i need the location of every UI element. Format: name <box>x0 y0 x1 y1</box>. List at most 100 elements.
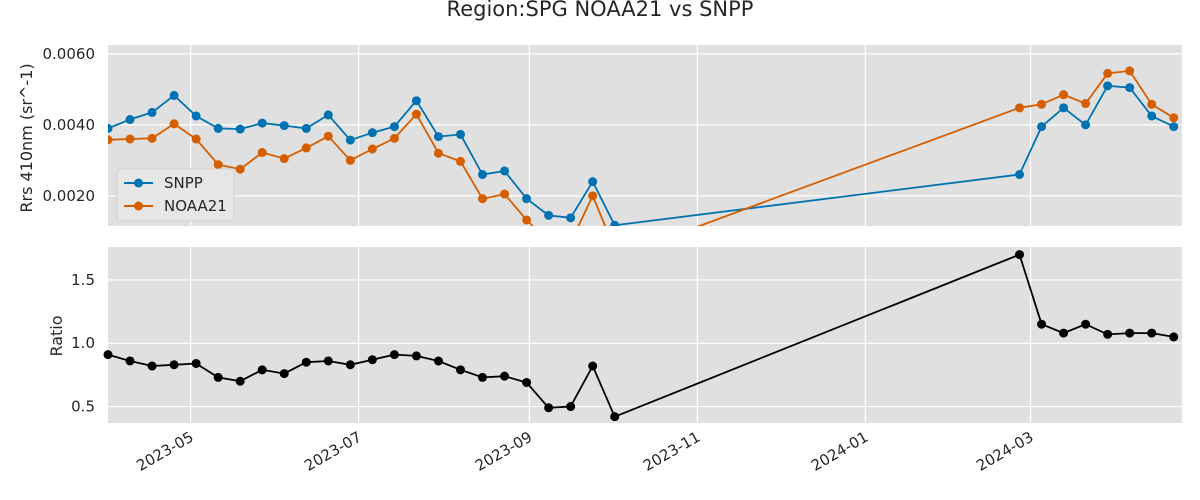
data-point-snpp <box>1169 122 1179 132</box>
x-tick-label: 2023-07 <box>301 428 364 475</box>
data-point-ratio <box>411 351 421 361</box>
data-point-noaa21 <box>1015 103 1025 113</box>
data-point-noaa21 <box>235 164 245 174</box>
data-point-snpp <box>257 118 267 128</box>
data-point-noaa21 <box>478 194 488 204</box>
data-point-snpp <box>588 177 598 187</box>
data-point-snpp <box>1125 83 1135 93</box>
data-point-noaa21 <box>1125 66 1135 76</box>
data-point-ratio <box>169 360 179 370</box>
data-point-snpp <box>455 129 465 139</box>
data-point-snpp <box>500 166 510 176</box>
data-point-ratio <box>257 365 267 375</box>
data-point-snpp <box>367 128 377 138</box>
x-tick-label: 2023-11 <box>640 428 703 475</box>
series-noaa21 <box>108 66 1179 246</box>
data-point-snpp <box>1037 122 1047 132</box>
data-point-ratio <box>1125 328 1135 338</box>
data-point-snpp <box>478 170 488 180</box>
data-point-noaa21 <box>1169 113 1179 123</box>
data-point-ratio <box>522 377 532 387</box>
data-point-ratio <box>191 358 201 368</box>
top-y-tick-label: 0.0040 <box>43 116 96 134</box>
x-tick-label: 2023-09 <box>472 428 535 475</box>
data-point-ratio <box>1037 319 1047 329</box>
data-point-snpp <box>1081 120 1091 130</box>
data-point-ratio <box>500 371 510 381</box>
legend-snpp-marker <box>134 178 143 188</box>
data-point-noaa21 <box>1147 99 1157 109</box>
data-point-ratio <box>1015 250 1025 260</box>
data-point-ratio <box>367 355 377 365</box>
legend[interactable]: SNPP NOAA21 <box>116 168 235 222</box>
bottom-plot-area <box>108 247 1182 423</box>
data-point-noaa21 <box>169 119 179 129</box>
data-point-snpp <box>610 220 620 226</box>
data-point-ratio <box>213 372 223 382</box>
data-point-snpp <box>433 132 443 142</box>
data-point-snpp <box>213 123 223 133</box>
data-point-noaa21 <box>389 133 399 143</box>
data-point-snpp <box>279 121 289 131</box>
top-series-group <box>108 66 1179 246</box>
bottom-y-tick-label: 1.5 <box>71 271 95 289</box>
x-tick-label: 2024-01 <box>808 428 871 475</box>
legend-noaa21-label: NOAA21 <box>164 197 227 215</box>
bottom-panel: 0.51.01.5 Ratio 2023-05 2023-07 2023-09 202… <box>47 247 1182 475</box>
data-point-noaa21 <box>1081 99 1091 109</box>
data-point-ratio <box>455 365 465 375</box>
data-point-ratio <box>1169 332 1179 342</box>
data-point-noaa21 <box>433 148 443 158</box>
data-point-noaa21 <box>522 215 532 225</box>
data-point-noaa21 <box>367 144 377 154</box>
data-point-ratio <box>610 412 620 422</box>
data-point-snpp <box>522 194 532 204</box>
data-point-ratio <box>389 350 399 360</box>
data-point-noaa21 <box>1037 99 1047 109</box>
data-point-noaa21 <box>213 160 223 170</box>
data-point-ratio <box>1147 328 1157 338</box>
data-point-snpp <box>411 96 421 106</box>
data-point-ratio <box>478 372 488 382</box>
top-y-tick-label: 0.0020 <box>43 187 96 205</box>
data-point-noaa21 <box>108 135 113 145</box>
data-point-noaa21 <box>1059 90 1069 100</box>
data-point-ratio <box>301 357 311 367</box>
data-point-ratio <box>566 402 576 412</box>
data-point-noaa21 <box>544 237 553 246</box>
data-point-snpp <box>323 110 333 120</box>
data-point-noaa21 <box>588 191 598 201</box>
bottom-y-axis-label: Ratio <box>47 315 66 356</box>
legend-noaa21-marker <box>134 201 143 211</box>
top-panel: 0.0020 0.0040 0.0060 Rrs 410nm (sr^-1) SNP… <box>17 45 1182 246</box>
data-point-ratio <box>345 360 355 370</box>
data-point-snpp <box>301 123 311 133</box>
data-point-snpp <box>1103 81 1113 91</box>
data-point-noaa21 <box>147 133 157 143</box>
data-point-ratio <box>544 403 554 413</box>
data-point-noaa21 <box>345 155 355 165</box>
series-snpp <box>108 81 1179 226</box>
data-point-noaa21 <box>1103 68 1113 78</box>
data-point-noaa21 <box>500 189 510 199</box>
data-point-ratio <box>323 356 333 366</box>
bottom-grid <box>108 247 1182 423</box>
data-point-ratio <box>147 361 157 371</box>
bottom-y-tick-label: 0.5 <box>71 398 95 416</box>
data-point-noaa21 <box>125 134 135 144</box>
data-point-noaa21 <box>411 109 421 119</box>
data-point-snpp <box>1147 111 1157 121</box>
bottom-series-group <box>103 250 1179 422</box>
data-point-noaa21 <box>191 134 201 144</box>
data-point-snpp <box>125 115 135 125</box>
series-ratio <box>103 250 1179 422</box>
data-point-ratio <box>103 350 113 360</box>
x-tick-label: 2024-03 <box>973 428 1036 475</box>
legend-snpp-label: SNPP <box>164 174 203 192</box>
data-point-noaa21 <box>323 131 333 141</box>
data-point-snpp <box>544 210 554 220</box>
top-y-tick-label: 0.0060 <box>43 45 96 63</box>
data-point-ratio <box>1059 328 1069 338</box>
data-point-noaa21 <box>279 154 289 164</box>
